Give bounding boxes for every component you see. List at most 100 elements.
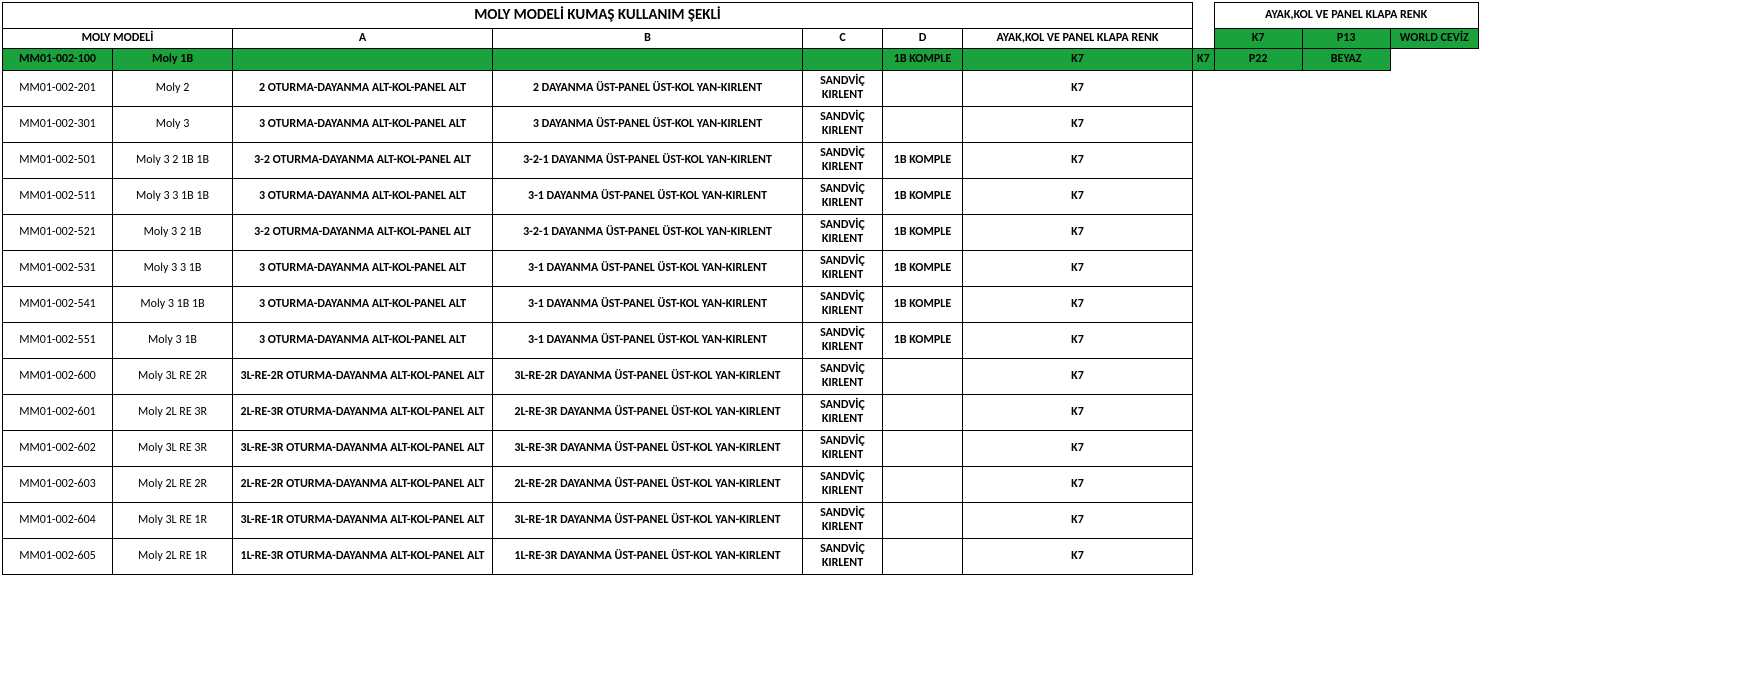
cell-c[interactable]: SANDVİÇ KIRLENT [803, 179, 883, 215]
cell-code[interactable]: MM01-002-511 [3, 179, 113, 215]
cell-renk[interactable]: K7 [963, 287, 1193, 323]
cell-renk[interactable]: K7 [963, 107, 1193, 143]
cell-c[interactable]: SANDVİÇ KIRLENT [803, 215, 883, 251]
cell-model[interactable]: Moly 2L RE 3R [113, 395, 233, 431]
cell-a[interactable]: 2 OTURMA-DAYANMA ALT-KOL-PANEL ALT [233, 71, 493, 107]
cell-b[interactable]: 3-1 DAYANMA ÜST-PANEL ÜST-KOL YAN-KIRLEN… [493, 323, 803, 359]
cell-c[interactable]: SANDVİÇ KIRLENT [803, 431, 883, 467]
cell-d[interactable] [883, 395, 963, 431]
cell-renk[interactable]: K7 [963, 323, 1193, 359]
cell-d[interactable] [883, 503, 963, 539]
cell-c[interactable]: SANDVİÇ KIRLENT [803, 395, 883, 431]
cell-c[interactable]: SANDVİÇ KIRLENT [803, 503, 883, 539]
cell-d[interactable]: 1B KOMPLE [883, 143, 963, 179]
cell-b[interactable]: 3-1 DAYANMA ÜST-PANEL ÜST-KOL YAN-KIRLEN… [493, 251, 803, 287]
cell-renk[interactable]: K7 [963, 215, 1193, 251]
cell-model[interactable]: Moly 1B [113, 49, 233, 71]
cell-d[interactable] [883, 107, 963, 143]
side-cell[interactable]: WORLD CEVİZ [1390, 29, 1478, 49]
cell-c[interactable]: SANDVİÇ KIRLENT [803, 539, 883, 575]
cell-renk[interactable]: K7 [963, 49, 1193, 71]
cell-model[interactable]: Moly 2 [113, 71, 233, 107]
cell-a[interactable]: 3-2 OTURMA-DAYANMA ALT-KOL-PANEL ALT [233, 143, 493, 179]
side-cell[interactable]: P22 [1214, 49, 1302, 71]
cell-c[interactable]: SANDVİÇ KIRLENT [803, 467, 883, 503]
cell-a[interactable]: 3 OTURMA-DAYANMA ALT-KOL-PANEL ALT [233, 323, 493, 359]
cell-model[interactable]: Moly 3L RE 1R [113, 503, 233, 539]
cell-b[interactable]: 3L-RE-3R DAYANMA ÜST-PANEL ÜST-KOL YAN-K… [493, 431, 803, 467]
cell-code[interactable]: MM01-002-100 [3, 49, 113, 71]
cell-b[interactable]: 3-2-1 DAYANMA ÜST-PANEL ÜST-KOL YAN-KIRL… [493, 143, 803, 179]
cell-a[interactable] [233, 49, 493, 71]
cell-d[interactable]: 1B KOMPLE [883, 215, 963, 251]
cell-c[interactable]: SANDVİÇ KIRLENT [803, 359, 883, 395]
cell-b[interactable]: 2L-RE-2R DAYANMA ÜST-PANEL ÜST-KOL YAN-K… [493, 467, 803, 503]
cell-renk[interactable]: K7 [963, 179, 1193, 215]
cell-a[interactable]: 3 OTURMA-DAYANMA ALT-KOL-PANEL ALT [233, 251, 493, 287]
cell-a[interactable]: 3 OTURMA-DAYANMA ALT-KOL-PANEL ALT [233, 287, 493, 323]
cell-b[interactable]: 2L-RE-3R DAYANMA ÜST-PANEL ÜST-KOL YAN-K… [493, 395, 803, 431]
cell-c[interactable]: SANDVİÇ KIRLENT [803, 107, 883, 143]
side-cell[interactable]: K7 [1214, 29, 1302, 49]
cell-c[interactable]: SANDVİÇ KIRLENT [803, 287, 883, 323]
cell-code[interactable]: MM01-002-201 [3, 71, 113, 107]
cell-a[interactable]: 3-2 OTURMA-DAYANMA ALT-KOL-PANEL ALT [233, 215, 493, 251]
cell-a[interactable]: 2L-RE-2R OTURMA-DAYANMA ALT-KOL-PANEL AL… [233, 467, 493, 503]
cell-model[interactable]: Moly 3 1B [113, 323, 233, 359]
cell-code[interactable]: MM01-002-521 [3, 215, 113, 251]
cell-model[interactable]: Moly 3 [113, 107, 233, 143]
cell-renk[interactable]: K7 [963, 431, 1193, 467]
cell-model[interactable]: Moly 3 1B 1B [113, 287, 233, 323]
cell-b[interactable]: 3-2-1 DAYANMA ÜST-PANEL ÜST-KOL YAN-KIRL… [493, 215, 803, 251]
cell-d[interactable]: 1B KOMPLE [883, 251, 963, 287]
cell-code[interactable]: MM01-002-600 [3, 359, 113, 395]
cell-a[interactable]: 2L-RE-3R OTURMA-DAYANMA ALT-KOL-PANEL AL… [233, 395, 493, 431]
cell-a[interactable]: 3 OTURMA-DAYANMA ALT-KOL-PANEL ALT [233, 107, 493, 143]
cell-b[interactable]: 1L-RE-3R DAYANMA ÜST-PANEL ÜST-KOL YAN-K… [493, 539, 803, 575]
cell-renk[interactable]: K7 [963, 359, 1193, 395]
cell-model[interactable]: Moly 3 3 1B 1B [113, 179, 233, 215]
cell-a[interactable]: 1L-RE-3R OTURMA-DAYANMA ALT-KOL-PANEL AL… [233, 539, 493, 575]
cell-model[interactable]: Moly 3 3 1B [113, 251, 233, 287]
cell-d[interactable]: 1B KOMPLE [883, 49, 963, 71]
cell-a[interactable]: 3L-RE-1R OTURMA-DAYANMA ALT-KOL-PANEL AL… [233, 503, 493, 539]
cell-model[interactable]: Moly 3 2 1B 1B [113, 143, 233, 179]
cell-code[interactable]: MM01-002-603 [3, 467, 113, 503]
cell-d[interactable] [883, 359, 963, 395]
cell-renk[interactable]: K7 [963, 395, 1193, 431]
cell-c[interactable]: SANDVİÇ KIRLENT [803, 143, 883, 179]
cell-b[interactable]: 3L-RE-1R DAYANMA ÜST-PANEL ÜST-KOL YAN-K… [493, 503, 803, 539]
cell-d[interactable]: 1B KOMPLE [883, 287, 963, 323]
cell-renk[interactable]: K7 [963, 71, 1193, 107]
cell-code[interactable]: MM01-002-501 [3, 143, 113, 179]
cell-d[interactable] [883, 71, 963, 107]
cell-c[interactable] [803, 49, 883, 71]
cell-d[interactable] [883, 431, 963, 467]
cell-a[interactable]: 3 OTURMA-DAYANMA ALT-KOL-PANEL ALT [233, 179, 493, 215]
side-cell[interactable]: P13 [1302, 29, 1390, 49]
cell-b[interactable]: 2 DAYANMA ÜST-PANEL ÜST-KOL YAN-KIRLENT [493, 71, 803, 107]
cell-renk[interactable]: K7 [963, 251, 1193, 287]
cell-code[interactable]: MM01-002-551 [3, 323, 113, 359]
cell-renk[interactable]: K7 [963, 503, 1193, 539]
cell-b[interactable]: 3-1 DAYANMA ÜST-PANEL ÜST-KOL YAN-KIRLEN… [493, 287, 803, 323]
cell-model[interactable]: Moly 2L RE 1R [113, 539, 233, 575]
cell-code[interactable]: MM01-002-531 [3, 251, 113, 287]
cell-code[interactable]: MM01-002-602 [3, 431, 113, 467]
side-cell[interactable]: K7 [1193, 49, 1215, 71]
cell-c[interactable]: SANDVİÇ KIRLENT [803, 323, 883, 359]
cell-model[interactable]: Moly 3 2 1B [113, 215, 233, 251]
cell-b[interactable] [493, 49, 803, 71]
cell-a[interactable]: 3L-RE-3R OTURMA-DAYANMA ALT-KOL-PANEL AL… [233, 431, 493, 467]
cell-code[interactable]: MM01-002-605 [3, 539, 113, 575]
cell-c[interactable]: SANDVİÇ KIRLENT [803, 71, 883, 107]
cell-d[interactable]: 1B KOMPLE [883, 323, 963, 359]
cell-code[interactable]: MM01-002-301 [3, 107, 113, 143]
cell-model[interactable]: Moly 3L RE 2R [113, 359, 233, 395]
cell-code[interactable]: MM01-002-541 [3, 287, 113, 323]
cell-d[interactable] [883, 539, 963, 575]
cell-renk[interactable]: K7 [963, 539, 1193, 575]
cell-model[interactable]: Moly 2L RE 2R [113, 467, 233, 503]
side-cell[interactable]: BEYAZ [1302, 49, 1390, 71]
cell-c[interactable]: SANDVİÇ KIRLENT [803, 251, 883, 287]
